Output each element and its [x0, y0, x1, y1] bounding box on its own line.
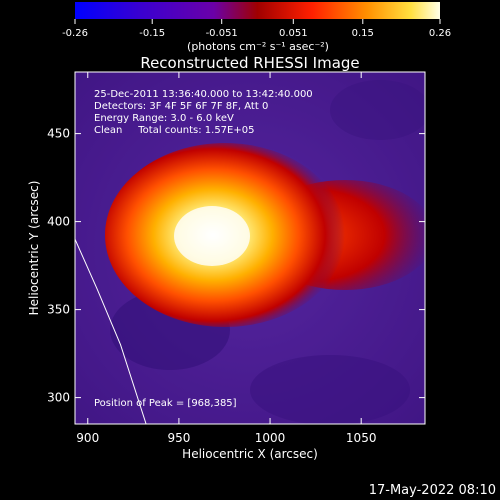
y-tick-label: 350 — [47, 303, 70, 317]
footer-date: 17-May-2022 08:10 — [369, 483, 496, 498]
x-tick-label: 900 — [76, 431, 99, 445]
y-axis-label: Heliocentric Y (arcsec) — [27, 181, 41, 316]
y-axis-ticks: 300 350 400 450 — [47, 127, 425, 405]
colorbar-ticks: -0.26 -0.15 -0.051 0.051 0.15 0.26 — [62, 19, 451, 39]
plot-frame — [74, 71, 426, 425]
annotation-detectors: Detectors: 3F 4F 5F 6F 7F 8F, Att 0 — [94, 101, 268, 112]
colorbar-tick-label: 0.26 — [429, 28, 451, 39]
colorbar-tick-label: 0.051 — [279, 28, 308, 39]
y-tick-label: 300 — [47, 391, 70, 405]
colorbar-tick-label: -0.15 — [139, 28, 165, 39]
x-axis-label: Heliocentric X (arcsec) — [182, 447, 318, 461]
colorbar — [75, 2, 440, 19]
colorbar-tick-label: 0.15 — [352, 28, 374, 39]
annotation-clean: Clean Total counts: 1.57E+05 — [94, 125, 254, 136]
annotation-time: 25-Dec-2011 13:36:40.000 to 13:42:40.000 — [94, 89, 313, 100]
heatmap-image — [75, 72, 425, 424]
colorbar-units: (photons cm⁻² s⁻¹ asec⁻²) — [187, 40, 329, 53]
chart-title: Reconstructed RHESSI Image — [140, 54, 359, 72]
x-axis-ticks: 900 950 1000 1050 — [76, 72, 376, 445]
colorbar-tick-label: -0.26 — [62, 28, 88, 39]
solar-limb-line — [75, 238, 147, 424]
y-tick-label: 400 — [47, 215, 70, 229]
y-tick-label: 450 — [47, 127, 70, 141]
x-tick-label: 1050 — [346, 431, 377, 445]
x-tick-label: 950 — [167, 431, 190, 445]
colorbar-tick-label: -0.051 — [206, 28, 238, 39]
peak-position-label: Position of Peak = [968,385] — [94, 398, 237, 409]
x-tick-label: 1000 — [255, 431, 286, 445]
annotation-energy: Energy Range: 3.0 - 6.0 keV — [94, 113, 234, 124]
